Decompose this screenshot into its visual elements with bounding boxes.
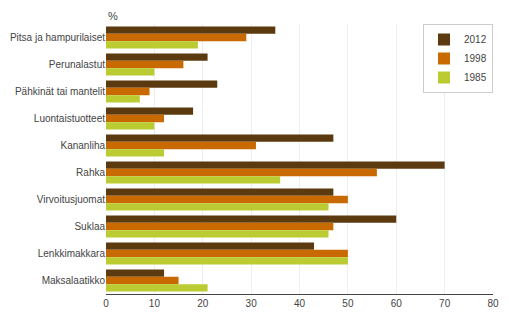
svg-text:1985: 1985: [464, 72, 487, 83]
svg-text:Maksalaatikko: Maksalaatikko: [42, 275, 106, 286]
svg-text:Pitsa ja hampurilaiset: Pitsa ja hampurilaiset: [10, 32, 105, 43]
svg-text:2012: 2012: [464, 34, 487, 45]
svg-text:10: 10: [149, 298, 161, 309]
svg-text:20: 20: [197, 298, 209, 309]
svg-text:60: 60: [391, 298, 403, 309]
svg-text:Suklaa: Suklaa: [74, 221, 105, 232]
svg-text:50: 50: [342, 298, 354, 309]
svg-text:%: %: [108, 10, 118, 22]
svg-text:30: 30: [246, 298, 258, 309]
svg-text:80: 80: [487, 298, 499, 309]
svg-text:70: 70: [439, 298, 451, 309]
svg-text:Virvoitusjuomat: Virvoitusjuomat: [37, 194, 105, 205]
svg-text:0: 0: [103, 298, 109, 309]
svg-text:Kananliha: Kananliha: [61, 140, 106, 151]
svg-text:Rahka: Rahka: [76, 167, 105, 178]
svg-text:Luontaistuotteet: Luontaistuotteet: [34, 113, 105, 124]
svg-text:Pähkinät tai mantelit: Pähkinät tai mantelit: [15, 86, 105, 97]
svg-text:Lenkkimakkara: Lenkkimakkara: [38, 248, 106, 259]
svg-text:40: 40: [294, 298, 306, 309]
svg-text:1998: 1998: [464, 53, 487, 64]
svg-text:Perunalastut: Perunalastut: [49, 59, 105, 70]
